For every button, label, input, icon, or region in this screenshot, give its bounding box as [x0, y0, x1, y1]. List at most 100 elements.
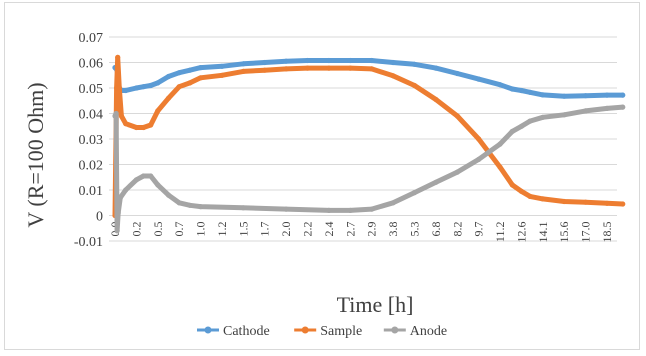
- data-point: [390, 73, 396, 79]
- data-point: [116, 85, 122, 91]
- x-tick-label: 3.8: [386, 222, 400, 237]
- data-point: [165, 95, 172, 101]
- series-lines: [112, 54, 626, 234]
- data-point: [262, 67, 268, 73]
- y-tick-label: 0.03: [79, 133, 104, 148]
- y-tick-label: 0.02: [79, 159, 104, 174]
- data-point: [604, 105, 610, 111]
- data-point: [454, 70, 460, 77]
- data-point: [583, 199, 589, 205]
- data-point: [518, 123, 525, 129]
- data-point: [114, 228, 120, 234]
- data-point: [561, 93, 567, 99]
- data-point: [123, 187, 129, 193]
- x-tick-label: 5.3: [407, 222, 421, 237]
- data-point: [476, 76, 482, 82]
- legend-item-cathode: Cathode: [197, 324, 270, 339]
- data-point: [518, 188, 525, 194]
- data-point: [604, 92, 610, 98]
- data-point: [604, 200, 610, 206]
- series-sample: [112, 54, 626, 219]
- legend-item-anode: Anode: [383, 324, 447, 339]
- data-point: [583, 108, 589, 114]
- legend-label: Anode: [410, 324, 447, 339]
- legend-swatch-marker: [391, 326, 399, 334]
- data-point: [113, 110, 119, 117]
- y-tick-label: 0.04: [79, 108, 104, 123]
- x-tick-label: 0.7: [172, 222, 186, 237]
- y-tick-label: 0.05: [79, 82, 104, 97]
- data-point: [509, 86, 515, 92]
- y-tick-labels: -0.01 0 0.01 0.02 0.03 0.04 0.05 0.06 0.07: [74, 31, 103, 250]
- x-tick-labels: 0.0 0.2 0.5 0.7 1.0 1.2 1.5 1.7 2.0 2.2 2.4 2.7 2.9 3…: [108, 222, 614, 243]
- data-point: [123, 121, 129, 127]
- data-point: [583, 93, 589, 99]
- x-tick-label: 9.7: [472, 222, 486, 237]
- data-point: [509, 128, 515, 134]
- y-tick-label: 0.07: [79, 31, 104, 46]
- data-point: [476, 156, 482, 162]
- x-tick-label: 17.0: [579, 222, 593, 243]
- data-point: [497, 141, 503, 147]
- data-point: [454, 113, 460, 119]
- x-tick-label: 15.6: [557, 222, 571, 243]
- data-point: [148, 82, 154, 89]
- x-tick-label: 1.5: [236, 222, 250, 237]
- data-point: [115, 210, 121, 216]
- data-point: [240, 61, 246, 67]
- data-point: [165, 73, 172, 80]
- x-tick-label: 1.0: [194, 222, 208, 237]
- legend-swatch-marker: [204, 326, 212, 334]
- data-point: [148, 173, 154, 179]
- data-point: [133, 124, 139, 131]
- legend-swatch-marker: [301, 326, 309, 334]
- x-tick-label: 1.7: [258, 222, 272, 237]
- data-point: [140, 124, 147, 131]
- data-point: [497, 82, 503, 88]
- data-point: [240, 68, 246, 74]
- series-cathode: [112, 57, 626, 99]
- data-point: [123, 87, 129, 94]
- data-point: [411, 82, 418, 89]
- chart-frame: -0.01 0 0.01 0.02 0.03 0.04 0.05 0.06 0.07 0.0 0.…: [4, 2, 640, 350]
- data-point: [148, 122, 154, 128]
- data-point: [187, 202, 193, 208]
- x-tick-label: 18.5: [600, 222, 614, 243]
- data-point: [198, 75, 204, 81]
- data-point: [187, 67, 193, 73]
- data-point: [347, 57, 353, 64]
- data-point: [165, 192, 172, 198]
- data-point: [540, 114, 546, 120]
- data-point: [304, 65, 311, 71]
- data-point: [369, 66, 375, 72]
- data-point: [219, 72, 225, 78]
- data-point: [411, 61, 418, 67]
- data-point: [117, 195, 123, 201]
- y-tick-label: 0: [96, 210, 103, 225]
- data-point: [155, 108, 161, 114]
- data-point: [369, 206, 375, 212]
- x-tick-label: 2.4: [322, 222, 336, 237]
- x-tick-label: 2.0: [279, 222, 293, 237]
- data-point: [198, 204, 204, 210]
- data-point: [620, 104, 626, 110]
- x-tick-label: 11.2: [493, 222, 507, 243]
- gridlines: [109, 36, 617, 242]
- data-point: [561, 198, 567, 205]
- y-tick-label: -0.01: [74, 235, 103, 250]
- x-tick-label: 0.2: [129, 222, 143, 237]
- data-point: [240, 205, 246, 211]
- data-point: [390, 200, 396, 206]
- data-point: [476, 136, 482, 142]
- data-point: [115, 54, 121, 61]
- legend-label: Sample: [320, 324, 362, 339]
- data-point: [155, 80, 161, 86]
- data-point: [518, 87, 525, 94]
- data-point: [433, 179, 439, 185]
- data-point: [433, 96, 439, 103]
- data-point: [326, 207, 332, 213]
- series-line: [112, 58, 626, 99]
- x-axis-title: Time [h]: [337, 292, 414, 317]
- legend: Cathode Sample Anode: [197, 324, 447, 339]
- data-point: [527, 193, 533, 199]
